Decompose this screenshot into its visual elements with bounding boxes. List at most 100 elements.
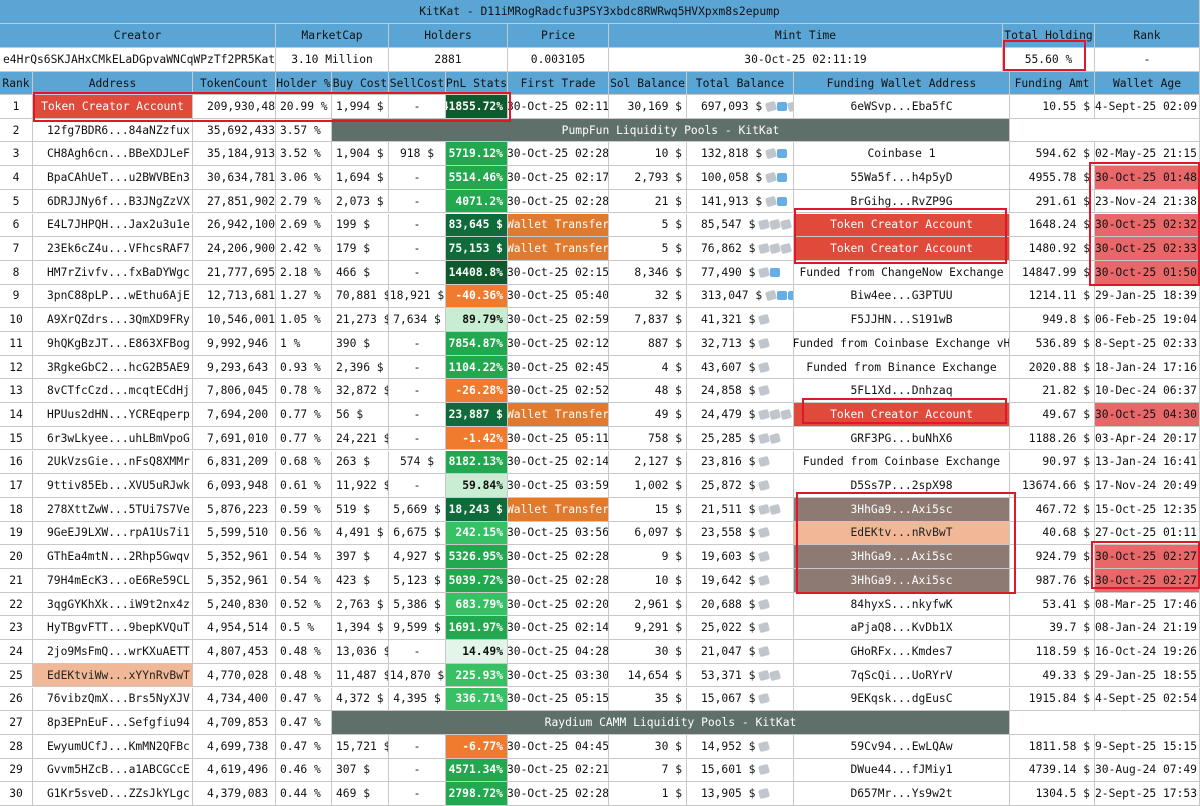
funding-wallet[interactable]: 5FL1Xd...Dnhzaq [794,379,1010,404]
address[interactable]: HPUus2dHN...YCREqperp [33,403,193,427]
trade-link-icon[interactable] [758,574,771,586]
trade-link-icon[interactable] [765,100,778,112]
address[interactable]: Token Creator Account [33,95,193,119]
funding-wallet[interactable]: 55Wa5f...h4p5yD [794,166,1010,190]
wallet-link-icons[interactable] [765,290,793,302]
funding-wallet[interactable]: 3HhGa9...Axi5sc [794,545,1010,569]
wallet-link-icons[interactable] [758,693,771,705]
trade-link-icon[interactable] [769,669,782,681]
wallet-link-icons[interactable] [758,313,771,326]
address[interactable]: 9hQKgBzJT...E863XFBog [33,332,193,356]
wallet-link-icons[interactable] [758,598,771,610]
trade-link-icon[interactable] [758,622,771,634]
address[interactable]: 3RgkeGbC2...hcG2B5AE9 [33,355,193,380]
address[interactable]: 23Ek6cZ4u...VFhcsRAF7 [33,237,193,261]
address[interactable]: GThEa4mtN...2Rhp5Gwqv [33,545,193,569]
funding-wallet[interactable]: GRF3PG...buNhX6 [794,426,1010,451]
trade-link-icon[interactable] [787,100,793,112]
trade-link-icon[interactable] [758,503,771,515]
funding-wallet[interactable]: Coinbase 1 [794,142,1010,167]
funding-wallet[interactable]: 9EKqsk...dgEusC [794,687,1010,712]
funding-wallet[interactable]: Funded from Binance Exchange [794,355,1010,380]
trade-link-icon[interactable] [765,148,778,160]
address[interactable]: 76vibzQmX...Brs5NyXJV [33,687,193,712]
wallet-link-icons[interactable] [758,432,782,444]
funding-wallet[interactable]: aPjaQ8...KvDb1X [794,616,1010,641]
wallet-link-icons[interactable] [758,361,771,373]
address[interactable]: HM7rZivfv...fxBaDYWgc [33,260,193,285]
funding-wallet[interactable]: Funded from Coinbase Exchange vH [794,332,1010,356]
funding-wallet[interactable]: BrGihg...RvZP9G [794,189,1010,214]
address[interactable]: A9XrQZdrs...3QmXD9FRy [33,308,193,332]
trade-link-icon[interactable] [780,219,793,231]
trade-link-icon[interactable] [758,764,771,776]
funding-wallet[interactable]: GHoRFx...Kmdes7 [794,640,1010,664]
trade-link-icon[interactable] [758,740,771,752]
address[interactable]: HyTBgvFTT...9bepKVQuT [33,616,193,641]
funding-wallet[interactable]: F5JJHN...S191wB [794,308,1010,332]
wallet-link-icons[interactable] [758,242,793,255]
funding-wallet[interactable]: 59Cv94...EwLQAw [794,734,1010,759]
trade-link-icon[interactable] [765,171,778,184]
funding-wallet[interactable]: 3HhGa9...Axi5sc [794,497,1010,522]
trade-link-icon[interactable] [758,385,771,397]
wallet-link-icons[interactable] [765,148,788,160]
funding-wallet[interactable]: 6eWSvp...Eba5fC [794,95,1010,119]
trade-link-icon[interactable] [758,266,771,278]
trade-link-icon[interactable] [758,432,771,444]
wallet-link-icons[interactable] [758,503,782,515]
address[interactable]: 278XttZwW...5TUi7S7Ve [33,497,193,522]
wallet-link-icons[interactable] [758,669,782,681]
address[interactable]: 79H4mEcK3...oE6Re59CL [33,569,193,593]
explorer-link-icon[interactable] [770,267,781,277]
summary-creator[interactable]: e4HrQs6SKJAHxCMkELaDGpvaWNCqWPzTf2PR5Kat… [0,48,276,72]
funding-wallet[interactable]: D657Mr...Ys9w2t [794,782,1010,806]
trade-link-icon[interactable] [758,550,771,563]
wallet-link-icons[interactable] [765,100,793,112]
explorer-link-icon[interactable] [777,172,788,182]
address[interactable]: 9GeEJ9LXW...rpA1Us7i1 [33,521,193,546]
trade-link-icon[interactable] [758,527,771,539]
wallet-link-icons[interactable] [758,574,771,586]
address[interactable]: EdEKtviWw...xYYnRvBwT [33,663,193,688]
trade-link-icon[interactable] [758,693,771,705]
wallet-link-icons[interactable] [758,740,771,752]
address[interactable]: 2jo9MsFmQ...wrKXuAETT [33,640,193,664]
address[interactable]: 8p3EPnEuF...Sefgfiu94 [33,711,193,735]
trade-link-icon[interactable] [758,645,771,658]
trade-link-icon[interactable] [758,313,771,326]
funding-wallet[interactable]: Token Creator Account [794,237,1010,261]
trade-link-icon[interactable] [780,242,793,255]
address[interactable]: 12fg7BDR6...84aNZzfux [33,118,193,143]
wallet-link-icons[interactable] [758,266,781,278]
address[interactable]: E4L7JHPQH...Jax2u3u1e [33,213,193,238]
address[interactable]: BpaCAhUeT...u2BWVBEn3 [33,166,193,190]
trade-link-icon[interactable] [758,787,771,800]
wallet-link-icons[interactable] [765,171,788,184]
wallet-link-icons[interactable] [758,456,771,468]
trade-link-icon[interactable] [769,408,782,421]
trade-link-icon[interactable] [765,290,778,302]
wallet-link-icons[interactable] [758,622,771,634]
funding-wallet[interactable]: Funded from Coinbase Exchange [794,450,1010,475]
funding-wallet[interactable]: 3HhGa9...Axi5sc [794,569,1010,593]
address[interactable]: 8vCTfcCzd...mcqtECdHj [33,379,193,404]
address[interactable]: CH8Agh6cn...BBeXDJLeF [33,142,193,167]
wallet-link-icons[interactable] [758,337,771,349]
address[interactable]: 6r3wLkyee...uhLBmVpoG [33,426,193,451]
trade-link-icon[interactable] [758,598,771,610]
explorer-link-icon[interactable] [788,291,793,301]
trade-link-icon[interactable] [769,432,782,444]
trade-link-icon[interactable] [769,242,782,255]
trade-link-icon[interactable] [780,408,793,421]
trade-link-icon[interactable] [765,195,778,207]
funding-wallet[interactable]: 84hyxS...nkyfwK [794,592,1010,617]
trade-link-icon[interactable] [758,242,771,255]
explorer-link-icon[interactable] [777,196,788,206]
funding-wallet[interactable]: 7qScQi...UoRYrV [794,663,1010,688]
trade-link-icon[interactable] [758,361,771,373]
funding-wallet[interactable]: Funded from ChangeNow Exchange [794,260,1010,285]
trade-link-icon[interactable] [758,669,771,681]
wallet-link-icons[interactable] [758,527,771,539]
funding-wallet[interactable]: DWue44...fJMiy1 [794,758,1010,783]
